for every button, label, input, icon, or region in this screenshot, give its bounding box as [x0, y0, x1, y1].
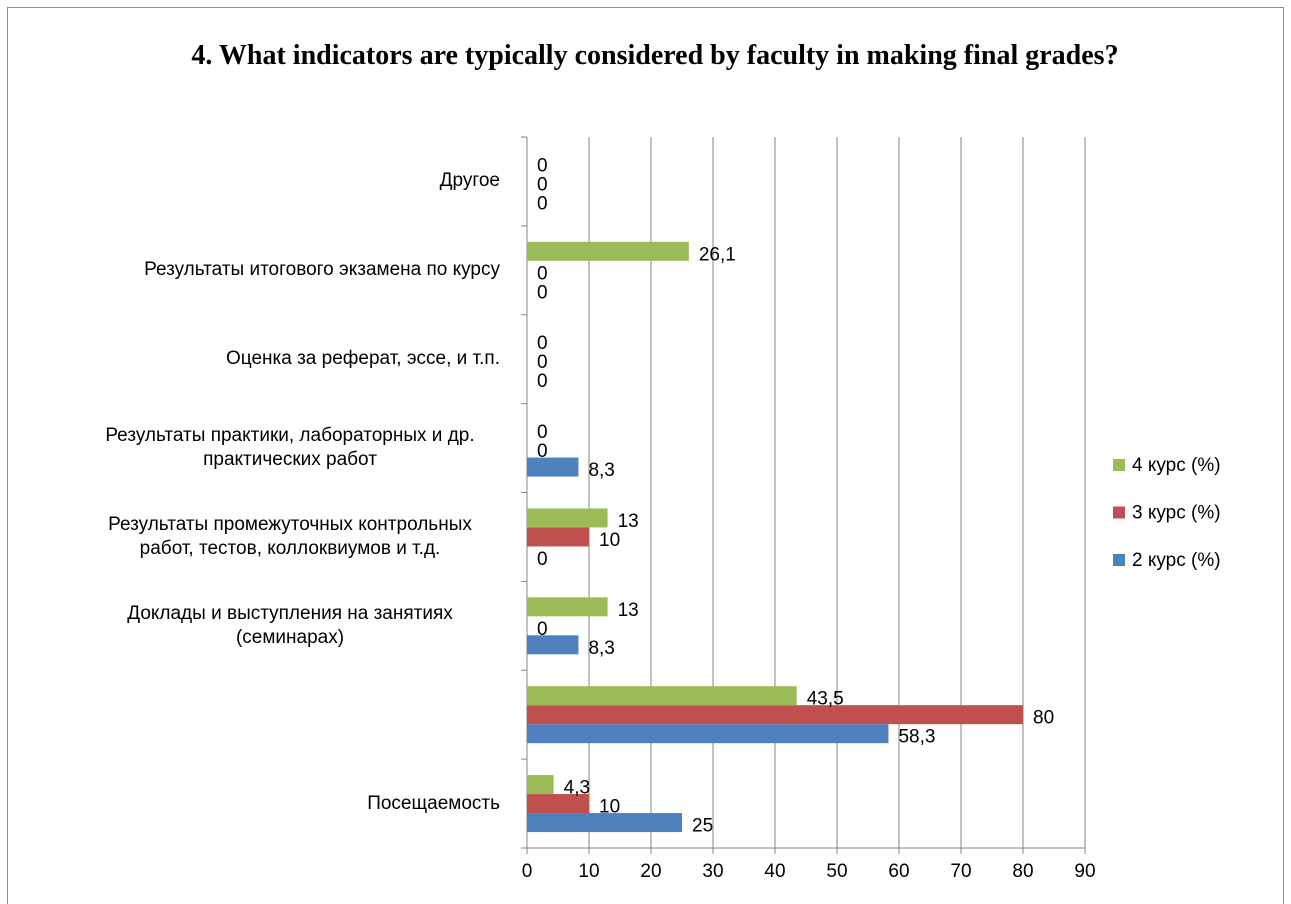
value-label: 0 [537, 193, 548, 214]
bar [527, 813, 682, 833]
value-label: 26,1 [699, 244, 736, 265]
bar [527, 508, 608, 528]
value-label: 10 [599, 530, 620, 551]
value-label: 4,3 [564, 778, 590, 799]
category-label: Доклады и выступления на занятиях (семин… [0, 602, 500, 650]
legend-swatch [1113, 554, 1125, 566]
legend-label: 3 курс (%) [1132, 503, 1221, 524]
value-label: 10 [599, 797, 620, 818]
bar [527, 705, 1023, 725]
value-label: 43,5 [807, 689, 844, 710]
category-label: Результаты промежуточных контрольных раб… [0, 513, 500, 561]
x-tick-label: 80 [1012, 861, 1033, 882]
category-text: Посещаемость [367, 792, 500, 814]
value-label: 25 [692, 816, 713, 837]
value-label: 0 [537, 155, 548, 176]
value-label: 8,3 [588, 460, 614, 481]
x-tick-label: 30 [702, 861, 723, 882]
bar [527, 527, 589, 547]
category-text: Результаты промежуточных контрольных раб… [108, 513, 472, 559]
category-label: Результаты практики, лабораторных и др. … [0, 424, 500, 472]
chart-title: 4. What indicators are typically conside… [191, 40, 1119, 71]
x-tick-label: 40 [764, 861, 785, 882]
category-label: Посещаемость [0, 792, 500, 816]
value-label: 0 [537, 619, 548, 640]
legend-swatch [1113, 459, 1125, 471]
category-label: Оценка за реферат, эссе, и т.п. [0, 347, 500, 371]
value-label: 0 [537, 333, 548, 354]
x-tick-label: 90 [1074, 861, 1095, 882]
category-label: Результаты итогового экзамена по курсу [0, 258, 500, 282]
bar [527, 241, 689, 261]
value-label: 58,3 [898, 727, 935, 748]
category-label [0, 706, 500, 724]
bar [527, 775, 554, 795]
category-text: Результаты итогового экзамена по курсу [144, 259, 500, 281]
category-text: Другое [439, 170, 500, 192]
value-label: 0 [537, 174, 548, 195]
bar [527, 794, 589, 814]
category-text: Оценка за реферат, эссе, и т.п. [226, 348, 500, 370]
value-label: 0 [537, 282, 548, 303]
value-label: 8,3 [588, 638, 614, 659]
x-tick-label: 70 [950, 861, 971, 882]
value-label: 0 [537, 441, 548, 462]
category-text: Результаты практики, лабораторных и др. … [105, 425, 475, 471]
frame [7, 7, 1284, 904]
value-label: 80 [1033, 708, 1054, 729]
value-label: 0 [537, 549, 548, 570]
bar [527, 457, 579, 477]
value-label: 13 [618, 511, 639, 532]
bar [527, 635, 579, 655]
value-label: 0 [537, 422, 548, 443]
value-label: 0 [537, 371, 548, 392]
x-tick-label: 20 [640, 861, 661, 882]
value-label: 0 [537, 263, 548, 284]
category-text: Доклады и выступления на занятиях (семин… [127, 602, 453, 648]
value-label: 13 [618, 600, 639, 621]
x-tick-label: 60 [888, 861, 909, 882]
category-label: Другое [0, 169, 500, 193]
legend-label: 4 курс (%) [1132, 455, 1221, 476]
x-tick-label: 50 [826, 861, 847, 882]
bar [527, 724, 889, 744]
x-tick-label: 0 [522, 861, 533, 882]
bar [527, 686, 797, 706]
legend-label: 2 курс (%) [1132, 550, 1221, 571]
x-tick-label: 10 [578, 861, 599, 882]
bar [527, 597, 608, 617]
value-label: 0 [537, 352, 548, 373]
legend-swatch [1113, 506, 1125, 519]
